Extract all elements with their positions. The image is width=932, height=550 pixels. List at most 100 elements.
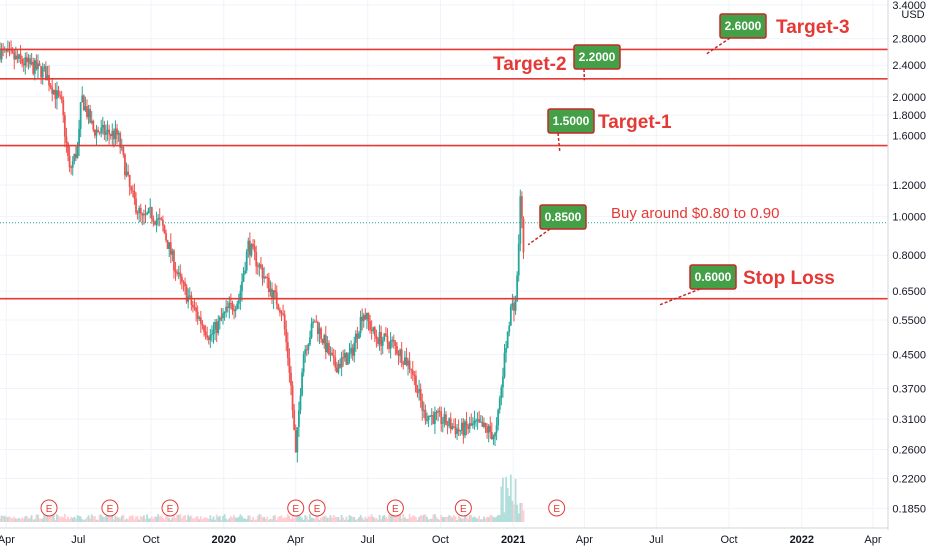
- volume-bar: [426, 516, 428, 522]
- volume-bar: [484, 518, 487, 522]
- callout-label: Buy around $0.80 to 0.90: [611, 205, 779, 222]
- callout-box: [719, 13, 767, 39]
- volume-bar: [73, 516, 76, 522]
- candle-body: [255, 251, 258, 267]
- volume-bar: [272, 515, 275, 522]
- candle-body: [76, 146, 79, 158]
- candle-body: [220, 317, 223, 319]
- volume-bar: [124, 519, 126, 522]
- candle-body: [326, 343, 329, 352]
- volume-bar: [495, 516, 498, 522]
- candle-body: [143, 213, 145, 216]
- price-axis[interactable]: USD 3.4000 2.8000 2.4000 2.0000 1.8000 1.6000…: [887, 0, 932, 530]
- candle-body: [233, 310, 235, 312]
- candle-body: [350, 347, 352, 353]
- candle-body: [438, 410, 441, 412]
- candle-body: [245, 251, 248, 271]
- candle-body: [253, 246, 256, 252]
- volume-bar: [522, 510, 525, 522]
- volume-bar: [13, 516, 16, 522]
- candle-body: [475, 420, 477, 422]
- candle-body: [508, 325, 511, 332]
- volume-bar: [275, 519, 278, 522]
- candle-body: [71, 161, 74, 168]
- price-tick-label: 0.2200: [892, 473, 926, 485]
- volume-bar: [388, 514, 390, 522]
- volume-bar: [392, 515, 395, 522]
- candle-body: [198, 317, 201, 319]
- volume-bar: [347, 519, 349, 522]
- volume-bar: [429, 518, 432, 522]
- volume-bar: [174, 518, 177, 522]
- candle-body: [190, 295, 193, 305]
- volume-bar: [511, 500, 514, 522]
- time-axis[interactable]: Apr Jul Oct 2020 Apr Jul Oct 2021 Apr Jul Oct 2022 A…: [0, 527, 888, 546]
- volume-bar: [135, 516, 137, 522]
- volume-bar: [217, 516, 220, 522]
- volume-bar: [468, 515, 471, 522]
- volume-bar: [239, 514, 242, 522]
- volume-bar: [131, 515, 134, 522]
- volume-bar: [460, 518, 463, 522]
- candle-body: [182, 281, 185, 283]
- volume-bar: [215, 514, 218, 522]
- volume-bar: [233, 514, 235, 522]
- volume-bar: [296, 515, 299, 522]
- volume-bar: [334, 516, 337, 522]
- volume-bar: [93, 516, 96, 522]
- volume-bar: [377, 519, 379, 522]
- candle-body: [239, 291, 242, 301]
- candle-body: [0, 48, 3, 60]
- volume-bar: [405, 518, 408, 522]
- candle-body: [52, 89, 55, 94]
- volume-bar: [483, 516, 485, 522]
- candle-body: [18, 54, 20, 59]
- volume-bar: [207, 518, 210, 522]
- candle-body: [0, 51, 1, 60]
- callout-value: 0.8500: [545, 210, 582, 224]
- candle-body: [312, 321, 315, 324]
- candle-body: [302, 354, 305, 373]
- volume-bar: [502, 477, 504, 522]
- volume-bar: [299, 515, 302, 522]
- volume-bar: [279, 516, 281, 522]
- volume-bar: [260, 514, 262, 522]
- candle-body: [75, 153, 77, 158]
- candle-body: [391, 339, 394, 341]
- candle-body: [176, 272, 179, 274]
- volume-bar: [286, 514, 289, 522]
- time-tick-label: Jul: [361, 534, 375, 546]
- volume-bar: [22, 518, 25, 522]
- candle-body: [60, 96, 63, 100]
- candle-body: [108, 129, 111, 135]
- candle-body: [124, 154, 126, 176]
- volume-bar: [119, 518, 122, 522]
- volume-bar: [359, 514, 362, 522]
- candle-body: [470, 423, 473, 426]
- volume-bar: [90, 514, 93, 522]
- candle-body: [146, 212, 148, 215]
- candle-body: [503, 352, 506, 377]
- earnings-event-icon: [308, 499, 326, 517]
- candle-body: [67, 142, 69, 156]
- candle-body: [386, 335, 389, 343]
- volume-bar: [32, 519, 35, 522]
- volume-bar: [75, 518, 77, 522]
- volume-bar: [166, 514, 169, 522]
- candle-body: [103, 125, 106, 135]
- candle-body: [495, 425, 498, 433]
- volume-bar: [198, 519, 201, 522]
- volume-bar: [408, 514, 411, 522]
- candle-body: [353, 342, 356, 356]
- volume-bar: [462, 518, 465, 522]
- volume-bar: [7, 516, 9, 522]
- volume-bar: [513, 504, 515, 522]
- volume-bar: [343, 519, 346, 522]
- candle-body: [90, 120, 93, 123]
- volume-bar: [182, 516, 185, 522]
- volume-bar: [116, 516, 118, 522]
- candle-body: [451, 426, 454, 430]
- volume-bar: [201, 519, 204, 522]
- volume-bar: [105, 516, 107, 522]
